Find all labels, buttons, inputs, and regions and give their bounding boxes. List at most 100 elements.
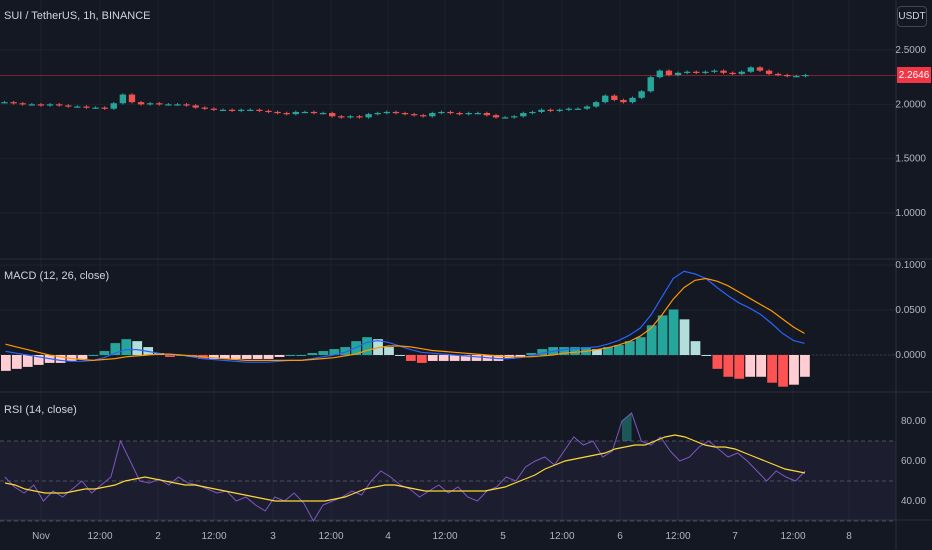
candle[interactable] [656, 70, 664, 78]
candle[interactable] [565, 108, 573, 110]
candle[interactable] [383, 111, 390, 114]
candle[interactable] [137, 102, 145, 105]
candle[interactable] [784, 74, 791, 77]
candle[interactable] [10, 102, 17, 104]
candle[interactable] [501, 117, 509, 119]
candle[interactable] [620, 99, 627, 103]
candle[interactable] [201, 107, 208, 109]
candle[interactable] [374, 113, 381, 115]
candle[interactable] [665, 70, 673, 75]
candle[interactable] [711, 70, 718, 72]
candle[interactable] [165, 104, 172, 106]
rsi-title[interactable]: RSI (14, close) [4, 404, 77, 416]
candle[interactable] [720, 70, 727, 73]
candle[interactable] [392, 111, 400, 114]
candle[interactable] [674, 72, 682, 75]
candle[interactable] [329, 113, 336, 117]
candle[interactable] [574, 108, 582, 110]
candle[interactable] [456, 113, 463, 115]
macd-line[interactable] [5, 270, 805, 363]
candle[interactable] [74, 106, 81, 108]
price-pane[interactable] [0, 66, 896, 119]
candle[interactable] [219, 109, 227, 111]
candle[interactable] [156, 103, 163, 105]
candle[interactable] [410, 114, 418, 116]
macd-title[interactable]: MACD (12, 26, close) [4, 270, 110, 282]
candle[interactable] [274, 111, 281, 114]
candle[interactable] [492, 115, 500, 118]
candle[interactable] [647, 77, 654, 92]
candle[interactable] [210, 108, 218, 110]
candle[interactable] [729, 72, 736, 75]
candle[interactable] [583, 106, 591, 109]
candle[interactable] [401, 113, 409, 115]
candle[interactable] [310, 111, 318, 114]
candle[interactable] [693, 71, 700, 73]
candle[interactable] [101, 107, 108, 109]
candle[interactable] [92, 107, 99, 109]
candle[interactable] [83, 106, 90, 108]
candle[interactable] [228, 109, 236, 111]
symbol-title[interactable]: SUI / TetherUS, 1h, BINANCE [4, 10, 151, 22]
candle[interactable] [529, 111, 536, 114]
candle[interactable] [119, 94, 127, 104]
candle[interactable] [146, 103, 154, 105]
candle[interactable] [793, 76, 800, 78]
candle[interactable] [420, 115, 427, 117]
candle[interactable] [629, 97, 636, 103]
candle[interactable] [538, 109, 545, 112]
candle[interactable] [738, 71, 745, 74]
signal-line[interactable] [5, 277, 805, 362]
candle[interactable] [183, 104, 190, 106]
candle[interactable] [365, 114, 372, 118]
candle[interactable] [283, 113, 290, 115]
candle[interactable] [46, 104, 54, 106]
candle[interactable] [438, 111, 445, 114]
candle[interactable] [638, 91, 645, 98]
candle[interactable] [319, 113, 327, 115]
candle[interactable] [192, 105, 199, 108]
candle[interactable] [1, 102, 8, 104]
candle[interactable] [356, 116, 363, 118]
candle[interactable] [556, 109, 563, 111]
candle[interactable] [292, 111, 299, 115]
candle[interactable] [683, 71, 691, 73]
candle[interactable] [602, 95, 609, 103]
candle[interactable] [747, 67, 755, 72]
candle[interactable] [256, 109, 263, 111]
candle[interactable] [174, 104, 181, 106]
candle[interactable] [110, 103, 117, 109]
candle[interactable] [611, 95, 618, 100]
candle[interactable] [465, 113, 472, 115]
rsi-ma-line[interactable] [4, 434, 806, 502]
candle[interactable] [765, 70, 773, 74]
candle[interactable] [28, 104, 36, 106]
candle[interactable] [55, 104, 63, 106]
candle[interactable] [774, 73, 782, 76]
candle[interactable] [128, 94, 136, 103]
candle[interactable] [338, 116, 345, 118]
macd-pane[interactable] [0, 270, 896, 387]
candle[interactable] [247, 109, 254, 111]
candle[interactable] [447, 111, 454, 114]
candle[interactable] [547, 109, 554, 111]
currency-button[interactable]: USDT [897, 6, 927, 27]
candle[interactable] [520, 113, 527, 117]
candle[interactable] [347, 116, 354, 118]
candle[interactable] [756, 67, 764, 71]
candle[interactable] [483, 113, 491, 116]
candle[interactable] [802, 74, 809, 77]
candle[interactable] [19, 103, 26, 105]
candle[interactable] [65, 105, 72, 107]
candle[interactable] [237, 109, 245, 111]
candle[interactable] [592, 102, 600, 107]
candle[interactable] [511, 116, 518, 118]
candle[interactable] [37, 104, 45, 106]
candle[interactable] [265, 110, 272, 113]
candle[interactable] [301, 111, 309, 114]
candle[interactable] [429, 113, 436, 117]
candle[interactable] [702, 71, 709, 73]
candle[interactable] [474, 113, 481, 115]
rsi-pane[interactable] [0, 412, 896, 523]
